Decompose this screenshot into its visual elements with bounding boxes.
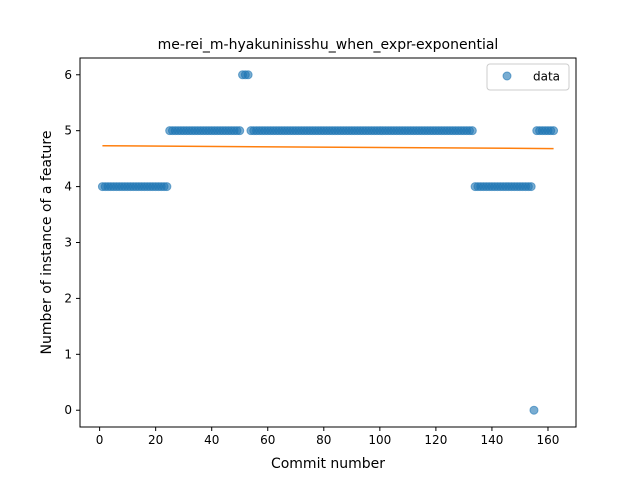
data-point bbox=[526, 182, 536, 192]
x-tick-label: 20 bbox=[148, 433, 163, 447]
data-point bbox=[235, 126, 245, 136]
x-tick-label: 160 bbox=[537, 433, 560, 447]
x-tick-label: 60 bbox=[260, 433, 275, 447]
x-tick-label: 120 bbox=[424, 433, 447, 447]
y-tick-label: 2 bbox=[64, 291, 72, 305]
legend-frame bbox=[486, 63, 570, 91]
x-axis: 0 20 40 60 80 100 120 140 160 bbox=[96, 427, 560, 447]
fit-line bbox=[102, 145, 554, 150]
data-point bbox=[529, 405, 539, 415]
y-axis-label: Number of instance of a feature bbox=[39, 131, 55, 355]
legend: data bbox=[486, 63, 570, 91]
y-tick-label: 1 bbox=[64, 347, 72, 361]
x-tick-label: 100 bbox=[368, 433, 391, 447]
x-tick-label: 140 bbox=[480, 433, 503, 447]
y-tick-label: 6 bbox=[64, 68, 72, 82]
y-axis: 0 1 2 3 4 5 6 bbox=[64, 68, 80, 417]
plot-area bbox=[97, 70, 559, 415]
y-tick-label: 4 bbox=[64, 180, 72, 194]
y-tick-label: 0 bbox=[64, 403, 72, 417]
x-axis-label: Commit number bbox=[271, 456, 385, 472]
x-tick-label: 0 bbox=[96, 433, 104, 447]
y-tick-label: 3 bbox=[64, 236, 72, 250]
axes-frame bbox=[79, 57, 577, 428]
y-tick-label: 5 bbox=[64, 124, 72, 138]
data-point bbox=[467, 126, 477, 136]
data-point bbox=[162, 182, 172, 192]
x-tick-label: 40 bbox=[204, 433, 219, 447]
legend-label: data bbox=[533, 70, 560, 84]
x-tick-label: 80 bbox=[316, 433, 331, 447]
data-point bbox=[243, 70, 253, 80]
data-point bbox=[549, 126, 559, 136]
chart-title: me-rei_m-hyakuninisshu_when_expr-exponen… bbox=[158, 37, 499, 53]
legend-marker bbox=[502, 71, 512, 81]
